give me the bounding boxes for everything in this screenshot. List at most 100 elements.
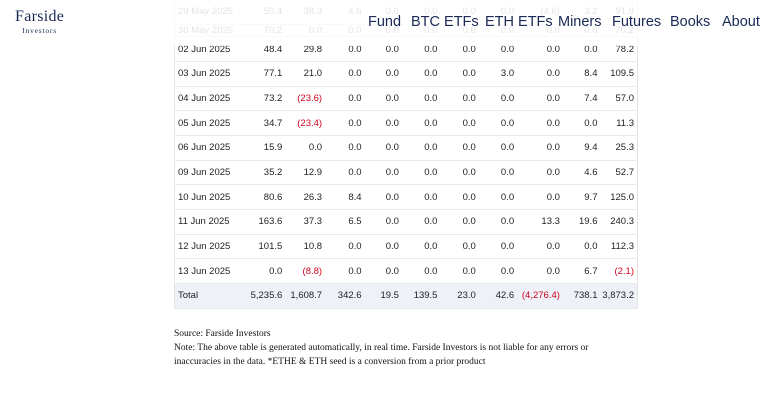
flow-value: 9.7 [562, 184, 601, 210]
farside-logo[interactable]: Farside Investors [15, 8, 64, 36]
flow-value: 0.0 [440, 160, 479, 186]
row-date: 03 Jun 2025 [174, 61, 246, 87]
disclaimer-line-1: Note: The above table is generated autom… [174, 343, 589, 353]
flow-value: 240.3 [600, 209, 638, 235]
flow-value: 0.0 [562, 234, 601, 260]
flow-value: (2.1) [600, 258, 638, 285]
nav-about[interactable]: About [722, 14, 760, 30]
nav-btc-etfs[interactable]: BTC ETFs [411, 14, 479, 30]
flow-value: 0.0 [364, 234, 402, 260]
flow-value: 0.0 [517, 258, 563, 285]
nav-books[interactable]: Books [670, 14, 711, 30]
row-date: 05 Jun 2025 [174, 110, 246, 136]
flow-value: 0.0 [478, 86, 518, 112]
flow-value: 0.0 [401, 135, 441, 161]
total-value: 342.6 [325, 283, 365, 309]
source-note: Source: Farside Investors [174, 329, 271, 339]
flow-value: 13.3 [517, 209, 563, 235]
flow-value: 0.0 [364, 209, 402, 235]
row-date: 13 Jun 2025 [174, 258, 246, 285]
flow-value: 0.0 [440, 135, 479, 161]
flow-value: 0.0 [440, 86, 479, 112]
flow-value: 112.3 [600, 234, 638, 260]
flow-value: 0.0 [325, 135, 365, 161]
flow-value: 10.8 [285, 234, 326, 260]
flow-value: 0.0 [364, 135, 402, 161]
flow-value: 0.0 [401, 184, 441, 210]
disclaimer-line-2: inaccuracies in the data. *ETHE & ETH se… [174, 357, 486, 367]
flow-value: 35.2 [245, 160, 286, 186]
flow-value: 0.0 [325, 160, 365, 186]
row-date: 06 Jun 2025 [174, 135, 246, 161]
flow-value: 11.3 [600, 110, 638, 136]
flow-value: 12.9 [285, 160, 326, 186]
table-body: 29 May 202550.438.34.60.00.00.00.0(4.6)3… [174, 0, 638, 309]
table-row: 12 Jun 2025 101.5 10.8 0.0 0.0 0.0 0.0 0.0 0.0 0.… [174, 234, 638, 260]
flow-value: 25.3 [600, 135, 638, 161]
flow-value: 0.0 [364, 184, 402, 210]
flow-value: 6.7 [562, 258, 601, 285]
logo-wordmark: Farside [15, 8, 65, 25]
flow-value: 0.0 [517, 110, 563, 136]
flow-value: 0.0 [401, 160, 441, 186]
flow-value: 0.0 [401, 234, 441, 260]
flow-value: 0.0 [517, 135, 563, 161]
flow-value: 0.0 [517, 184, 563, 210]
nav-fund[interactable]: Fund [368, 14, 402, 30]
eth-etf-flow-table: 29 May 202550.438.34.60.00.00.00.0(4.6)3… [174, 0, 638, 309]
flow-value: 0.0 [517, 86, 563, 112]
flow-value: 125.0 [600, 184, 638, 210]
flow-value: 0.0 [245, 258, 286, 285]
flow-value: 0.0 [478, 160, 518, 186]
table-notes: Source: Farside Investors Note: The abov… [174, 327, 588, 369]
flow-value: 52.7 [600, 160, 638, 186]
flow-value: 0.0 [440, 184, 479, 210]
total-row: Total 5,235.6 1,608.7 342.6 19.5 139.5 23.0 42.… [174, 283, 638, 309]
flow-value: 0.0 [517, 61, 563, 87]
flow-value: 0.0 [364, 258, 402, 285]
flow-value: (8.8) [285, 258, 326, 285]
flow-value: 0.0 [517, 160, 563, 186]
flow-value: 0.0 [562, 110, 601, 136]
flow-value: 0.0 [440, 234, 479, 260]
flow-value: 0.0 [401, 258, 441, 285]
flow-value: 101.5 [245, 234, 286, 260]
flow-value: 15.9 [245, 135, 286, 161]
table-row: 04 Jun 2025 73.2 (23.6) 0.0 0.0 0.0 0.0 0.0 0.0 7… [174, 86, 638, 112]
total-value: 5,235.6 [245, 283, 286, 309]
flow-value: 4.6 [562, 160, 601, 186]
table-row: 05 Jun 2025 34.7 (23.4) 0.0 0.0 0.0 0.0 0.0 0.0 0… [174, 110, 638, 136]
flow-value: 0.0 [478, 209, 518, 235]
nav-miners[interactable]: Miners [558, 14, 602, 30]
logo-subtitle: Investors [22, 26, 57, 35]
flow-value: 0.0 [478, 234, 518, 260]
flow-value: 57.0 [600, 86, 638, 112]
row-date: 10 Jun 2025 [174, 184, 246, 210]
flow-value: 0.0 [401, 86, 441, 112]
flow-value: 0.0 [478, 258, 518, 285]
flow-value: 0.0 [364, 61, 402, 87]
row-date: 11 Jun 2025 [174, 209, 246, 235]
flow-value: 0.0 [401, 110, 441, 136]
total-value: 738.1 [562, 283, 601, 309]
flow-value: 0.0 [440, 110, 479, 136]
flow-value: 0.0 [440, 209, 479, 235]
total-value: (4,276.4) [517, 283, 563, 309]
flow-value: 0.0 [325, 258, 365, 285]
flow-value: 163.6 [245, 209, 286, 235]
nav-futures[interactable]: Futures [612, 14, 662, 30]
table-row: 10 Jun 2025 80.6 26.3 8.4 0.0 0.0 0.0 0.0 0.0 9.7… [174, 184, 638, 210]
flow-value: 0.0 [440, 258, 479, 285]
flow-value: 0.0 [517, 234, 563, 260]
flow-value: 0.0 [401, 209, 441, 235]
flow-value: 0.0 [285, 135, 326, 161]
flow-value: 0.0 [401, 61, 441, 87]
nav-eth-etfs[interactable]: ETH ETFs [485, 14, 553, 30]
flow-value: 0.0 [478, 184, 518, 210]
flow-value: 26.3 [285, 184, 326, 210]
flow-value: 0.0 [325, 86, 365, 112]
flow-value: 0.0 [364, 86, 402, 112]
flow-value: 0.0 [364, 110, 402, 136]
flow-value: 109.5 [600, 61, 638, 87]
site-header: Farside Investors Fund BTC ETFs ETH ETFs… [0, 0, 768, 46]
